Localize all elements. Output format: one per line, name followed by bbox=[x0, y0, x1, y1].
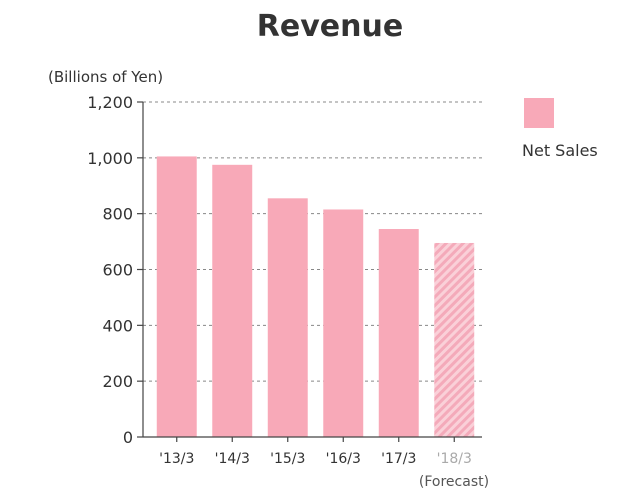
bar bbox=[378, 229, 419, 437]
y-tick-label: 200 bbox=[102, 372, 133, 391]
axes bbox=[137, 101, 482, 442]
x-tick-label: '17/3 bbox=[381, 451, 416, 467]
y-tick-label: 800 bbox=[102, 205, 133, 224]
y-axis-unit-label: (Billions of Yen) bbox=[48, 68, 163, 86]
y-tick-label: 1,200 bbox=[87, 93, 133, 112]
x-tick-label: '15/3 bbox=[270, 451, 305, 467]
y-tick-label: 600 bbox=[102, 261, 133, 280]
bar bbox=[267, 198, 308, 437]
gridlines bbox=[143, 101, 482, 382]
y-tick-labels: 0 200 400 600 800 1,000 1,200 bbox=[87, 93, 133, 447]
bars bbox=[156, 156, 475, 437]
x-tick-label: '16/3 bbox=[326, 451, 361, 467]
y-tick-label: 1,000 bbox=[87, 149, 133, 168]
legend-swatch-net-sales bbox=[524, 98, 554, 128]
x-tick-label: '14/3 bbox=[215, 451, 250, 467]
bar-forecast bbox=[434, 242, 475, 437]
x-tick-label: '18/3 bbox=[437, 451, 472, 467]
bar bbox=[323, 209, 364, 437]
x-tick-labels: '13/3 '14/3 '15/3 '16/3 '17/3 '18/3 bbox=[159, 451, 472, 467]
legend: Net Sales bbox=[522, 98, 598, 160]
bar bbox=[212, 164, 253, 437]
chart-title: Revenue bbox=[257, 9, 403, 44]
forecast-note: (Forecast) bbox=[419, 474, 489, 490]
bar bbox=[156, 156, 197, 437]
legend-label-net-sales: Net Sales bbox=[522, 141, 598, 160]
x-tick-label: '13/3 bbox=[159, 451, 194, 467]
y-tick-label: 400 bbox=[102, 316, 133, 335]
y-tick-label: 0 bbox=[123, 428, 133, 447]
